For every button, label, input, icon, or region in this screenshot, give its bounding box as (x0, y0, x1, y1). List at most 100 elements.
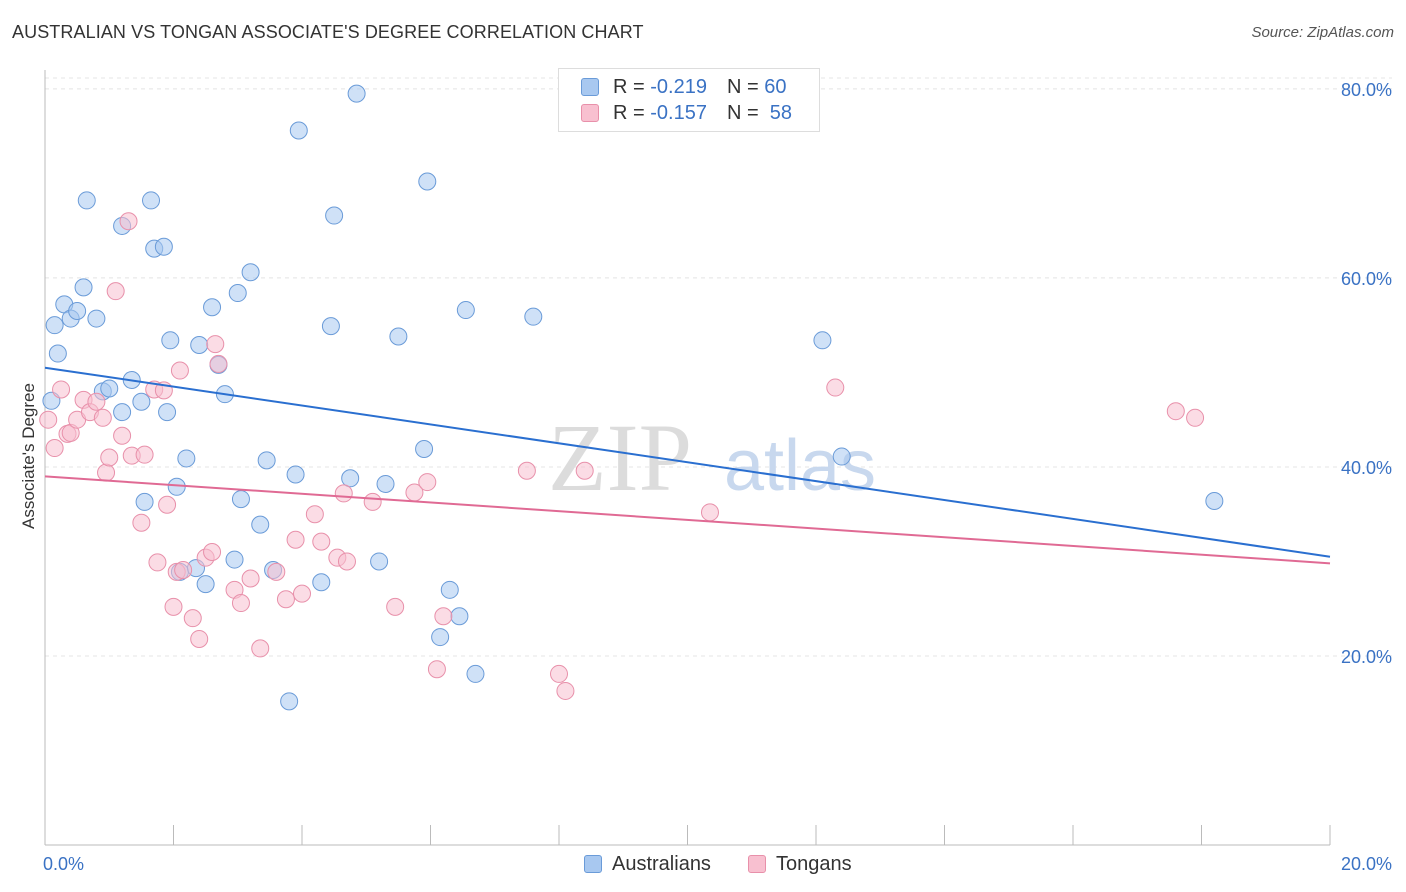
australians-point (154, 237, 173, 256)
tongans-point (148, 553, 167, 572)
watermark-zip: ZIP (548, 404, 692, 511)
y-axis-label: Associate's Degree (19, 383, 38, 529)
australians-point (466, 664, 485, 683)
australians-point (142, 191, 161, 210)
legend-label-australians: Australians (612, 852, 711, 875)
australians-point (431, 628, 450, 647)
legend-row-australians: R = -0.219 N = 60 (581, 74, 786, 100)
tongans-point (209, 354, 228, 373)
tongans-point (286, 530, 305, 549)
australians-trend-line (44, 366, 1331, 558)
legend-swatch-blue (581, 78, 599, 96)
tongans-point (575, 461, 594, 480)
tongans-point (97, 463, 116, 482)
legend-r-label: R = (613, 101, 645, 124)
australians-point (289, 121, 308, 140)
y-tick-label: 80.0% (1341, 80, 1392, 100)
tongans-point (170, 361, 189, 380)
legend-n-value: 60 (764, 75, 787, 98)
tongans-point (267, 562, 286, 581)
tongans-point (119, 212, 138, 231)
australians-point (347, 84, 366, 103)
tongans-point (1166, 402, 1185, 421)
australians-point (135, 492, 154, 511)
tongans-point (334, 484, 353, 503)
tongans-point (276, 590, 295, 609)
legend-n-label: N = (726, 101, 759, 124)
australians-point (456, 301, 475, 320)
legend-swatch-blue (584, 855, 602, 873)
australians-point (74, 278, 93, 297)
australians-point (813, 331, 832, 350)
australians-point (257, 451, 276, 470)
tongans-point (93, 408, 112, 427)
tongans-point (700, 503, 719, 522)
bottom-legend-australians: Australians (584, 850, 711, 878)
australians-point (45, 316, 64, 335)
tongans-point (434, 607, 453, 626)
tongans-point (241, 569, 260, 588)
tongans-point (45, 439, 64, 458)
australians-point (286, 465, 305, 484)
tongans-point (427, 660, 446, 679)
australians-point (370, 552, 389, 571)
australians-point (228, 284, 247, 303)
australians-point (167, 477, 186, 496)
legend-box: R = -0.219 N = 60 R = -0.157 N = 58 (558, 68, 820, 132)
legend-swatch-pink (581, 104, 599, 122)
tongans-point (305, 505, 324, 524)
tongans-point (106, 282, 125, 301)
tongans-point (206, 335, 225, 354)
australians-point (321, 317, 340, 336)
australians-point (161, 331, 180, 350)
legend-n-value: 58 (769, 101, 793, 124)
tongans-trend-line (44, 475, 1331, 565)
series-australians (42, 84, 1224, 711)
australians-point (158, 403, 177, 422)
tongans-point (190, 629, 209, 648)
trend-lines (44, 366, 1331, 565)
legend-r-label: R = (613, 75, 645, 98)
tongans-point (363, 492, 382, 511)
y-tick-label: 20.0% (1341, 647, 1392, 667)
tongans-point (158, 495, 177, 514)
tongans-point (517, 461, 536, 480)
tongans-point (337, 552, 356, 571)
australians-point (48, 344, 67, 363)
grid-lines (45, 77, 1392, 657)
tongans-point (52, 380, 71, 399)
tongans-point (1186, 408, 1205, 427)
tongans-point (39, 410, 58, 429)
legend-r-value: -0.157 (650, 101, 707, 124)
tongans-point (556, 681, 575, 700)
legend-label-tongans: Tongans (776, 852, 852, 875)
australians-point (325, 206, 344, 225)
y-tick-label: 40.0% (1341, 458, 1392, 478)
watermark-atlas: atlas (724, 426, 876, 506)
australians-point (280, 692, 299, 711)
tongans-point (113, 426, 132, 445)
australians-point (113, 403, 132, 422)
tongans-point (826, 378, 845, 397)
series-tongans (39, 212, 1205, 700)
tongans-point (203, 543, 222, 562)
tongans-point (132, 513, 151, 532)
australians-point (832, 447, 851, 466)
tongans-point (87, 392, 106, 411)
australians-point (312, 573, 331, 592)
tongans-point (183, 609, 202, 628)
australians-point (415, 439, 434, 458)
tongans-point (550, 664, 568, 683)
tongans-point (135, 445, 154, 464)
australians-point (450, 607, 469, 626)
x-tick-label: 20.0% (1341, 854, 1392, 874)
australians-point (100, 379, 119, 398)
australians-point (241, 263, 260, 282)
tongans-point (174, 560, 193, 579)
bottom-legend-tongans: Tongans (748, 850, 852, 878)
australians-point (132, 392, 151, 411)
australians-point (1205, 491, 1224, 510)
tongans-point (312, 532, 331, 551)
australians-point (418, 172, 437, 191)
x-tick-label: 0.0% (43, 854, 84, 874)
